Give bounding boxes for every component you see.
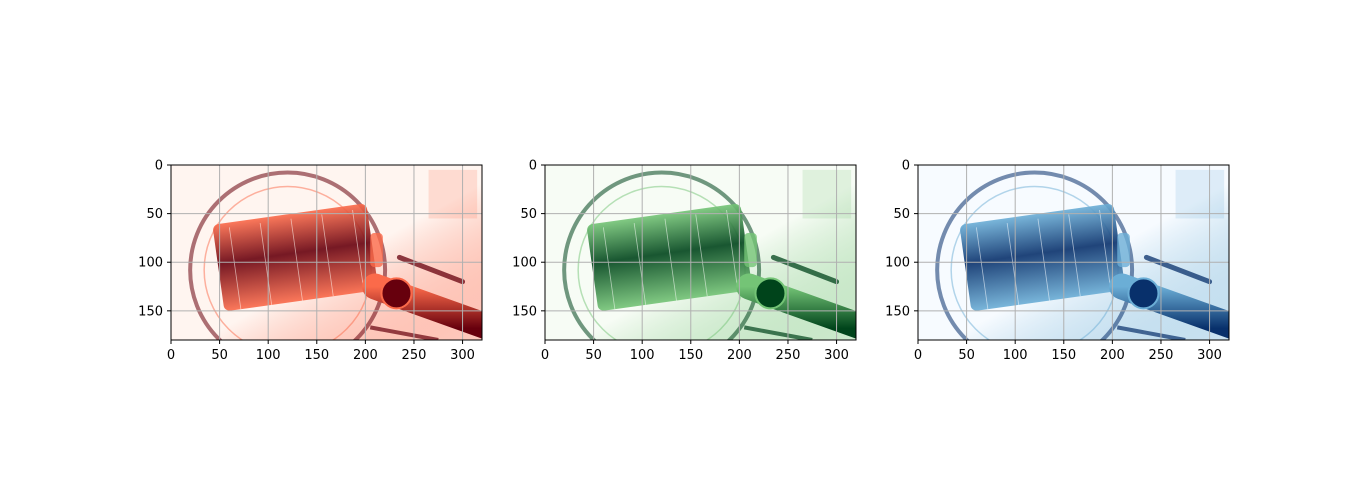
cryptex-ring-divider (602, 227, 616, 310)
x-tick-label: 150 (678, 348, 703, 363)
rod-end-cap (1127, 277, 1160, 310)
cryptex-ring-divider (1037, 218, 1050, 301)
cryptex-ring-divider (321, 214, 334, 297)
rod-end-cap (380, 277, 413, 310)
cryptex-cylinder (213, 203, 378, 311)
qr-texture (1175, 169, 1225, 219)
handle-upper (1143, 254, 1213, 285)
x-tick-label: 250 (1149, 348, 1174, 363)
cryptex-cap (370, 233, 383, 268)
cryptex-ring-divider (726, 210, 739, 292)
cryptex-ring-divider (1099, 210, 1112, 292)
y-tick-label: 150 (512, 304, 537, 319)
y-tick-label: 50 (146, 207, 163, 222)
x-tick-label: 100 (1003, 348, 1028, 363)
x-tick-label: 150 (1051, 348, 1076, 363)
handle-upper (396, 254, 466, 285)
x-tick-label: 250 (776, 348, 801, 363)
qr-texture (428, 169, 478, 219)
y-tick-label: 100 (138, 256, 163, 271)
y-tick-label: 150 (885, 304, 910, 319)
x-tick-label: 200 (353, 348, 378, 363)
x-tick-label: 50 (585, 348, 602, 363)
x-tick-label: 300 (450, 348, 475, 363)
axes-frame (917, 164, 1230, 341)
y-tick-label: 150 (138, 304, 163, 319)
x-tick-label: 50 (211, 348, 228, 363)
x-tick-label: 50 (958, 348, 975, 363)
x-tick-label: 200 (1100, 348, 1125, 363)
rod-end-cap (754, 277, 787, 310)
axes-red-channel: 0 50 100 150 200 250 300 0 50 100 150 (138, 159, 483, 363)
handle-lower (369, 325, 439, 340)
cryptex-cap (744, 233, 757, 268)
cryptex-ring-divider (290, 218, 303, 301)
x-tick-label: 0 (541, 348, 549, 363)
cryptex-ring-divider (695, 214, 708, 297)
y-tick-label: 50 (520, 207, 537, 222)
axes-frame (170, 164, 483, 341)
axes-green-channel: 0 50 100 150 200 250 300 0 50 100 150 (512, 159, 857, 363)
cryptex-ring-divider (228, 227, 242, 310)
y-tick-label: 100 (512, 256, 537, 271)
y-tick-label: 0 (902, 159, 910, 174)
handle-lower (1116, 325, 1186, 340)
x-tick-label: 100 (256, 348, 281, 363)
axes-blue-channel: 0 50 100 150 200 250 300 0 50 100 150 (885, 159, 1230, 363)
x-tick-label: 300 (824, 348, 849, 363)
qr-texture (802, 169, 852, 219)
dome-ring (562, 170, 762, 340)
x-tick-label: 300 (1197, 348, 1222, 363)
y-tick-label: 0 (529, 159, 537, 174)
x-tick-label: 0 (914, 348, 922, 363)
x-tick-label: 250 (402, 348, 427, 363)
cryptex-ring-divider (352, 210, 365, 292)
cryptex-ring-divider (1068, 214, 1081, 297)
cryptex-ring-divider (664, 218, 677, 301)
x-tick-label: 0 (167, 348, 175, 363)
cryptex-ring-divider (259, 222, 273, 305)
cryptex-cap (1117, 233, 1130, 268)
y-tick-label: 50 (893, 207, 910, 222)
y-tick-label: 0 (155, 159, 163, 174)
dome-ring (188, 170, 388, 340)
cryptex-cylinder (587, 203, 752, 311)
x-tick-label: 100 (630, 348, 655, 363)
axes-frame (544, 164, 857, 341)
y-tick-label: 100 (885, 256, 910, 271)
cryptex-ring-divider (1006, 222, 1020, 305)
handle-lower (743, 325, 813, 340)
x-tick-label: 200 (727, 348, 752, 363)
handle-upper (770, 254, 840, 285)
cryptex-ring-divider (975, 227, 989, 310)
cryptex-ring-divider (633, 222, 647, 305)
dome-ring (935, 170, 1135, 340)
x-tick-label: 150 (304, 348, 329, 363)
cryptex-cylinder (960, 203, 1125, 311)
